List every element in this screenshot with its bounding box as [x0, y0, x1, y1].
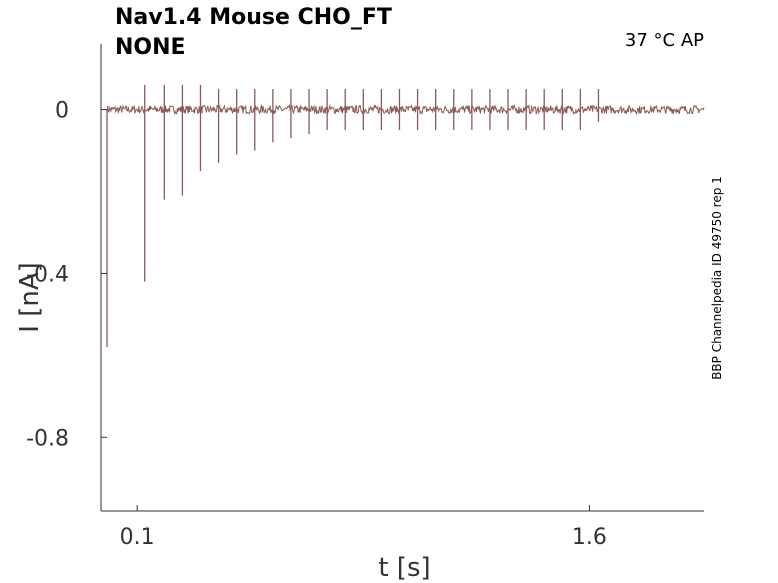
axes	[100, 44, 704, 512]
y-axis-label: I [nA]	[15, 262, 45, 332]
y-tick-label: -0.8	[26, 426, 69, 451]
y-tick-label: -0.4	[26, 262, 69, 287]
chart-title-line-2: NONE	[115, 35, 186, 60]
tick-labels: 0 -0.4 -0.8 0.1 1.6	[26, 99, 607, 550]
conditions-label: 37 °C AP	[624, 30, 704, 51]
y-tick-label: 0	[55, 99, 69, 124]
x-tick-label: 0.1	[120, 525, 155, 550]
current-trace	[106, 84, 705, 348]
x-tick-label: 1.6	[572, 525, 607, 550]
baseline-trace	[106, 103, 705, 116]
x-axis-label: t [s]	[378, 553, 430, 583]
chart-title-line-1: Nav1.4 Mouse CHO_FT	[115, 5, 392, 30]
